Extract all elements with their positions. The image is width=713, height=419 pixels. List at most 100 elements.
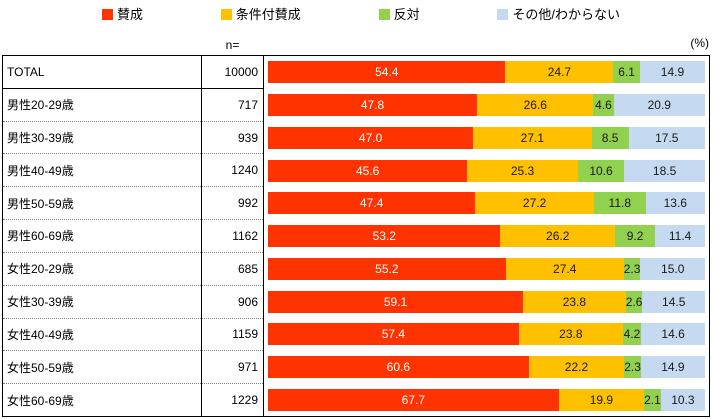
n-equals-caption: n= xyxy=(225,38,240,52)
stacked-bar: 60.6 22.2 2.3 14.9 xyxy=(268,355,705,378)
stacked-bar: 59.1 23.8 2.6 14.5 xyxy=(268,290,705,313)
bar-segment-反対: 10.6 xyxy=(577,159,625,182)
bar-segment-条件付賛成: 27.2 xyxy=(475,192,594,215)
bar-row: 57.4 23.8 4.2 14.6 xyxy=(264,318,709,351)
stacked-bar: 45.6 25.3 10.6 18.5 xyxy=(268,159,705,182)
legend-item-other: その他/わからない xyxy=(497,7,620,22)
bar-segment-その他/わからない: 17.5 xyxy=(628,126,706,149)
bar-segment-その他/わからない: 14.9 xyxy=(639,61,705,84)
bar-segment-その他/わからない: 11.4 xyxy=(655,225,705,248)
bar-segment-条件付賛成: 19.9 xyxy=(558,388,645,411)
bar-segment-その他/わからない: 20.9 xyxy=(613,94,705,117)
bar-segment-賛成: 45.6 xyxy=(268,159,468,182)
stacked-bar: 54.4 24.7 6.1 14.9 xyxy=(268,61,705,84)
bar-segment-反対: 4.2 xyxy=(622,323,642,346)
bar-segment-条件付賛成: 23.8 xyxy=(523,290,626,313)
bar-segment-賛成: 53.2 xyxy=(268,225,501,248)
bar-segment-条件付賛成: 23.8 xyxy=(518,323,623,346)
bar-segment-条件付賛成: 26.2 xyxy=(500,225,615,248)
bar-segment-反対: 8.5 xyxy=(591,126,629,149)
chart-legend: 賛成 条件付賛成 反対 その他/わからない xyxy=(102,7,620,22)
bar-segment-その他/わからない: 14.5 xyxy=(642,290,705,313)
legend-label: 反対 xyxy=(393,7,420,22)
category-label-column: TOTAL 男性20-29歳 男性30-39歳 男性40-49歳 男性50-59歳 男性6… xyxy=(2,55,202,417)
oppose-swatch-icon xyxy=(378,9,390,20)
bar-segment-その他/わからない: 14.6 xyxy=(641,323,705,346)
stacked-bar: 57.4 23.8 4.2 14.6 xyxy=(268,323,705,346)
legend-item-oppose: 反対 xyxy=(378,7,420,22)
sample-size-value: 685 xyxy=(202,251,263,285)
category-label: 男性50-59歳 xyxy=(3,186,201,219)
bar-segment-条件付賛成: 22.2 xyxy=(528,355,625,378)
category-label: 男性60-69歳 xyxy=(3,219,201,252)
bar-row: 47.8 26.6 4.6 20.9 xyxy=(264,89,709,122)
bar-row: 60.6 22.2 2.3 14.9 xyxy=(264,351,709,384)
bar-segment-反対: 6.1 xyxy=(613,61,640,84)
category-label: 女性40-49歳 xyxy=(3,317,201,351)
sample-size-value: 906 xyxy=(202,284,263,318)
sample-size-value: 1240 xyxy=(202,153,263,186)
sample-size-value: 10000 xyxy=(224,64,258,79)
sample-size-column: 10000 717 939 1240 992 1162 685 906 1159 971 1229 xyxy=(202,55,263,417)
other-swatch-icon xyxy=(497,9,509,20)
category-label: 女性20-29歳 xyxy=(3,251,201,285)
category-label: 男性20-29歳 xyxy=(3,87,201,121)
bar-segment-条件付賛成: 26.6 xyxy=(477,94,594,117)
sample-size-value: 1162 xyxy=(202,219,263,252)
stacked-bar: 53.2 26.2 9.2 11.4 xyxy=(268,225,705,248)
category-label: 女性30-39歳 xyxy=(3,284,201,318)
bar-segment-その他/わからない: 18.5 xyxy=(624,159,705,182)
bar-segment-賛成: 47.8 xyxy=(268,94,478,117)
legend-item-conditional-approve: 条件付賛成 xyxy=(220,7,301,22)
bar-row: 54.4 24.7 6.1 14.9 xyxy=(264,56,709,89)
bar-segment-賛成: 55.2 xyxy=(268,257,506,280)
approve-swatch-icon xyxy=(102,9,113,20)
conditional-approve-swatch-icon xyxy=(220,9,232,20)
legend-label: 条件付賛成 xyxy=(235,7,301,22)
legend-label: その他/わからない xyxy=(512,7,620,22)
percent-unit-caption: (%) xyxy=(690,36,709,50)
bar-segment-条件付賛成: 27.1 xyxy=(473,126,592,149)
sample-size-value: 1229 xyxy=(202,383,263,416)
stacked-bar: 67.7 19.9 2.1 10.3 xyxy=(268,388,705,411)
sample-size-value: 992 xyxy=(202,186,263,219)
bar-row: 53.2 26.2 9.2 11.4 xyxy=(264,220,709,253)
bar-segment-反対: 4.6 xyxy=(593,94,614,117)
sample-size-value: 1159 xyxy=(202,317,263,351)
sample-size-value: 971 xyxy=(202,350,263,383)
bar-segment-賛成: 59.1 xyxy=(268,290,524,313)
bar-segment-その他/わからない: 13.6 xyxy=(645,192,705,215)
legend-item-approve: 賛成 xyxy=(102,7,143,22)
bar-segment-反対: 9.2 xyxy=(614,225,656,248)
bar-segment-賛成: 47.4 xyxy=(268,192,476,215)
bar-row: 45.6 25.3 10.6 18.5 xyxy=(264,154,709,187)
sample-size-value: 939 xyxy=(202,120,263,154)
bar-row: 55.2 27.4 2.3 15.0 xyxy=(264,252,709,285)
bar-segment-賛成: 54.4 xyxy=(268,61,506,84)
bar-segment-賛成: 67.7 xyxy=(268,388,559,411)
bar-segment-条件付賛成: 24.7 xyxy=(505,61,614,84)
bar-segment-条件付賛成: 25.3 xyxy=(467,159,578,182)
stacked-bar: 47.8 26.6 4.6 20.9 xyxy=(268,94,705,117)
bar-segment-反対: 11.8 xyxy=(594,192,646,215)
legend-label: 賛成 xyxy=(117,7,144,22)
bar-segment-賛成: 57.4 xyxy=(268,323,519,346)
chart-table: TOTAL 男性20-29歳 男性30-39歳 男性40-49歳 男性50-59歳 男性6… xyxy=(2,55,710,417)
bar-segment-その他/わからない: 14.9 xyxy=(640,355,705,378)
sample-size-value: 717 xyxy=(202,87,263,121)
bar-segment-賛成: 60.6 xyxy=(268,355,529,378)
bar-segment-反対: 2.6 xyxy=(625,290,643,313)
stacked-bar: 55.2 27.4 2.3 15.0 xyxy=(268,257,705,280)
bar-row: 67.7 19.9 2.1 10.3 xyxy=(264,383,709,416)
category-label: 女性50-59歳 xyxy=(3,350,201,383)
bar-segment-反対: 2.1 xyxy=(644,388,661,411)
bar-segment-反対: 2.3 xyxy=(623,257,641,280)
category-label: 男性30-39歳 xyxy=(3,120,201,154)
plot-area: 54.4 24.7 6.1 14.9 47.8 26.6 4.6 20.9 47.0 27.1 8.… xyxy=(263,55,710,417)
stacked-bar: 47.4 27.2 11.8 13.6 xyxy=(268,192,705,215)
bar-row: 59.1 23.8 2.6 14.5 xyxy=(264,285,709,318)
bar-row: 47.0 27.1 8.5 17.5 xyxy=(264,121,709,154)
category-label: 女性60-69歳 xyxy=(3,383,201,416)
stacked-bar: 47.0 27.1 8.5 17.5 xyxy=(268,126,706,149)
